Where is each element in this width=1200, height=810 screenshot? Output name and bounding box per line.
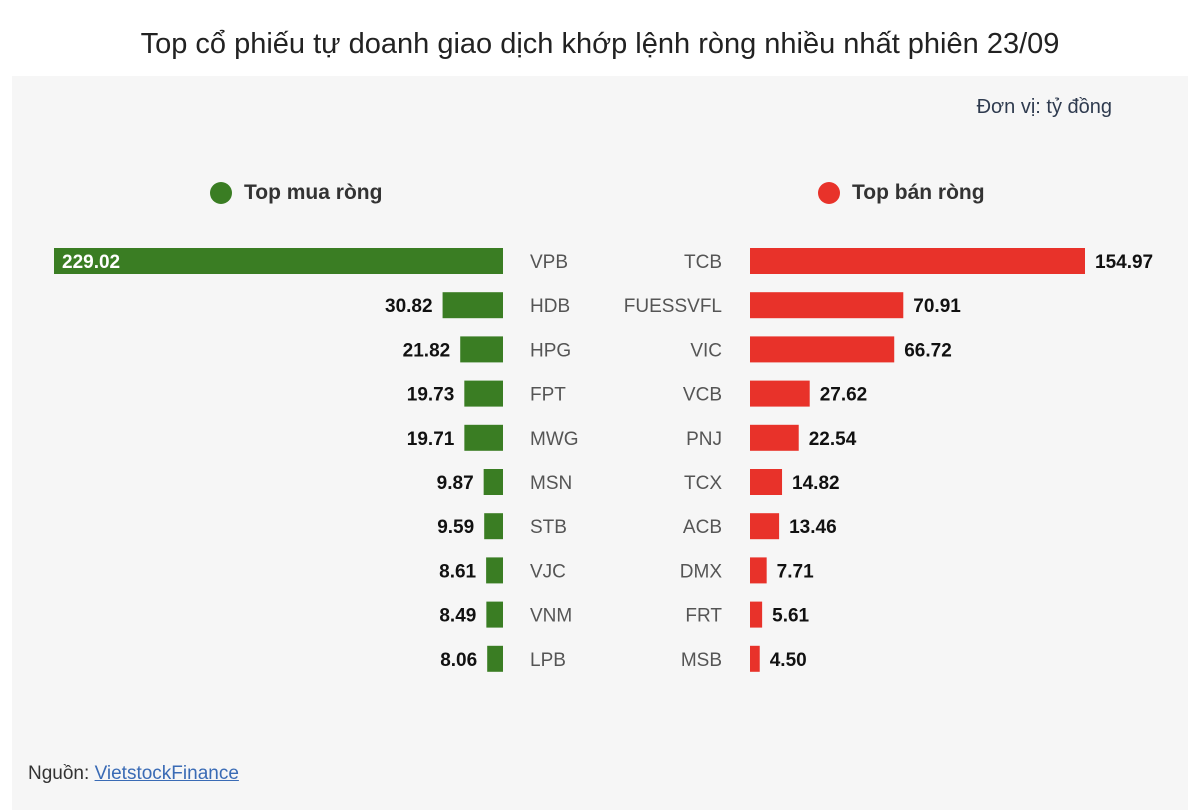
buy-category-label: HDB xyxy=(530,296,570,317)
buy-bar xyxy=(464,424,503,451)
sell-value-label: 4.50 xyxy=(770,650,807,671)
sell-value-label: 14.82 xyxy=(792,473,840,494)
sell-bar xyxy=(750,336,895,363)
buy-category-label: MSN xyxy=(530,473,572,494)
buy-bar xyxy=(486,601,503,628)
buy-bar xyxy=(486,557,503,584)
sell-bar xyxy=(750,513,780,540)
sell-legend-dot-icon xyxy=(818,182,840,204)
buy-bar xyxy=(483,469,503,495)
sell-value-label: 13.46 xyxy=(789,517,837,538)
buy-category-label: VNM xyxy=(530,606,572,627)
buy-value-label: 19.71 xyxy=(407,429,455,450)
buy-category-label: HPG xyxy=(530,340,571,361)
sell-value-label: 7.71 xyxy=(777,561,814,582)
buy-value-label: 19.73 xyxy=(407,385,455,406)
buy-category-label: FPT xyxy=(530,385,566,406)
buy-value-label: 8.61 xyxy=(439,561,476,582)
buy-category-label: VJC xyxy=(530,561,566,582)
chart-title: Top cổ phiếu tự doanh giao dịch khớp lện… xyxy=(140,28,1060,60)
buy-value-label: 8.06 xyxy=(440,650,477,671)
buy-bar xyxy=(460,336,503,363)
legend-sell-label: Top bán ròng xyxy=(852,181,985,204)
chart-panel xyxy=(12,76,1188,810)
sell-category-label: VCB xyxy=(683,385,722,406)
buy-bar xyxy=(442,292,503,319)
sell-value-label: 22.54 xyxy=(809,429,857,450)
buy-category-label: STB xyxy=(530,517,567,538)
buy-value-label: 21.82 xyxy=(403,340,451,361)
sell-category-label: PNJ xyxy=(686,429,722,450)
sell-category-label: FRT xyxy=(685,606,722,627)
buy-value-label: 229.02 xyxy=(62,252,120,273)
sell-bar xyxy=(750,645,760,672)
sell-category-label: VIC xyxy=(690,340,722,361)
buy-category-label: LPB xyxy=(530,650,566,671)
legend-buy: Top mua ròng xyxy=(210,181,382,205)
legend-sell: Top bán ròng xyxy=(818,181,985,205)
sell-value-label: 154.97 xyxy=(1095,252,1153,273)
sell-bar xyxy=(750,380,810,407)
buy-value-label: 30.82 xyxy=(385,296,433,317)
sell-category-label: MSB xyxy=(681,650,722,671)
buy-bar xyxy=(54,248,503,274)
sell-bar xyxy=(750,469,783,495)
buy-value-label: 8.49 xyxy=(439,606,476,627)
source-note: Nguồn: VietstockFinance xyxy=(28,763,239,785)
buy-bar xyxy=(487,645,503,672)
sell-category-label: DMX xyxy=(680,561,723,582)
sell-category-label: TCB xyxy=(684,252,722,273)
sell-bar xyxy=(750,557,767,584)
sell-value-label: 70.91 xyxy=(913,296,961,317)
sell-bar xyxy=(750,424,799,451)
sell-category-label: TCX xyxy=(684,473,722,494)
sell-value-label: 27.62 xyxy=(820,385,868,406)
buy-value-label: 9.59 xyxy=(437,517,474,538)
sell-value-label: 66.72 xyxy=(904,340,952,361)
buy-category-label: VPB xyxy=(530,252,568,273)
sell-bar xyxy=(750,248,1085,274)
buy-bar xyxy=(464,380,503,407)
buy-bar xyxy=(484,513,503,540)
sell-bar xyxy=(750,292,904,319)
source-label: Nguồn: xyxy=(28,763,90,784)
sell-category-label: FUESSVFL xyxy=(624,296,722,317)
sell-value-label: 5.61 xyxy=(772,606,809,627)
sell-category-label: ACB xyxy=(683,517,722,538)
sell-bar xyxy=(750,601,763,628)
legend-buy-label: Top mua ròng xyxy=(244,181,383,204)
buy-value-label: 9.87 xyxy=(437,473,474,494)
unit-label: Đơn vị: tỷ đồng xyxy=(976,96,1112,118)
source-link[interactable]: VietstockFinance xyxy=(94,763,239,784)
buy-legend-dot-icon xyxy=(210,182,232,204)
buy-category-label: MWG xyxy=(530,429,579,450)
